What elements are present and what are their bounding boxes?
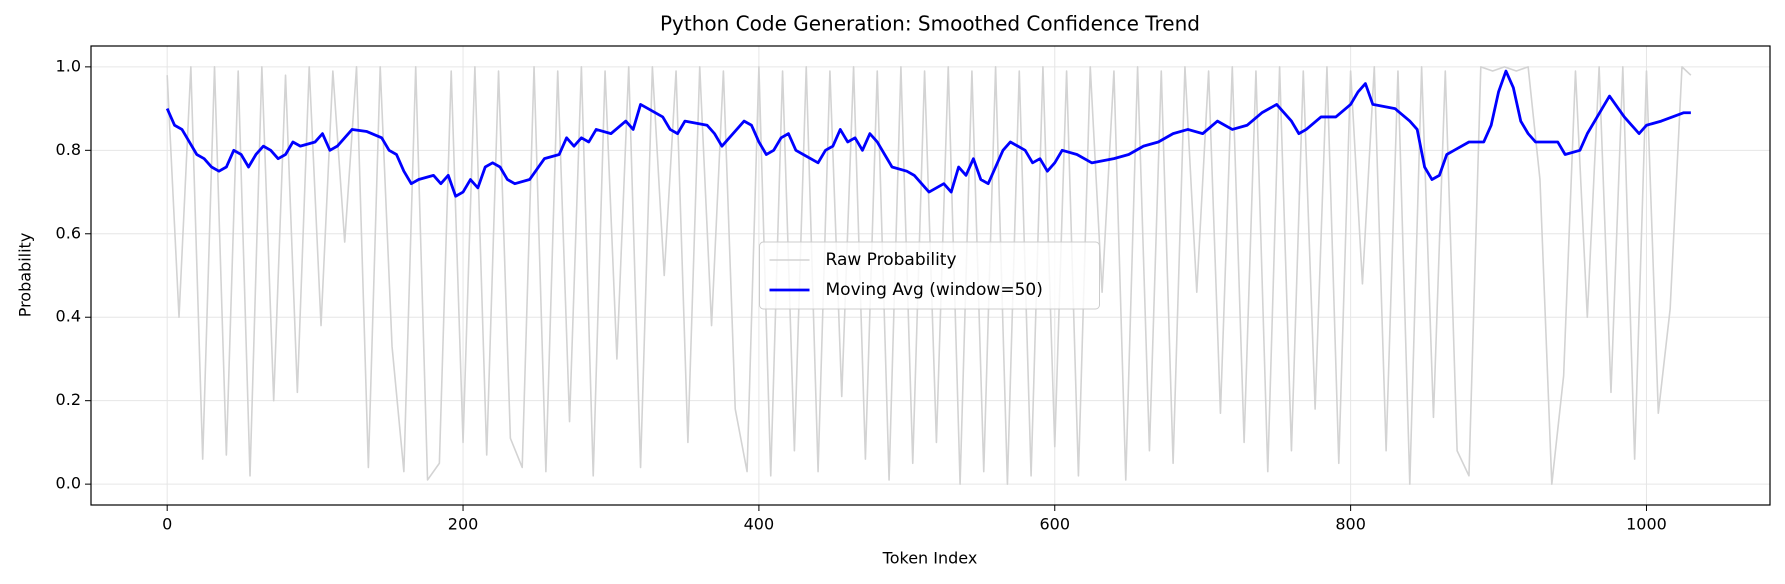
- legend: Raw Probability Moving Avg (window=50): [759, 241, 1100, 310]
- legend-label: Raw Probability: [826, 250, 957, 270]
- legend-box: [759, 241, 1100, 310]
- x-tick-label: 600: [1039, 515, 1070, 534]
- x-tick-label: 0: [162, 515, 172, 534]
- y-tick-label: 0.4: [56, 307, 81, 326]
- y-tick-label: 0.2: [56, 390, 81, 409]
- x-tick-label: 1000: [1626, 515, 1667, 534]
- x-tick-label: 800: [1335, 515, 1366, 534]
- x-tick-label: 400: [744, 515, 775, 534]
- series-line: [165, 69, 1691, 198]
- y-tick-label: 0.8: [56, 140, 81, 159]
- chart-title: Python Code Generation: Smoothed Confide…: [660, 12, 1200, 36]
- x-tick-label: 200: [448, 515, 479, 534]
- legend-label: Moving Avg (window=50): [826, 280, 1043, 300]
- y-axis-label: Probability: [16, 233, 35, 318]
- y-tick-label: 0.0: [56, 474, 81, 493]
- x-axis-label: Token Index: [882, 549, 978, 568]
- y-tick-label: 1.0: [56, 56, 81, 75]
- y-tick-label: 0.6: [56, 223, 81, 242]
- plot-frame: [90, 45, 1771, 506]
